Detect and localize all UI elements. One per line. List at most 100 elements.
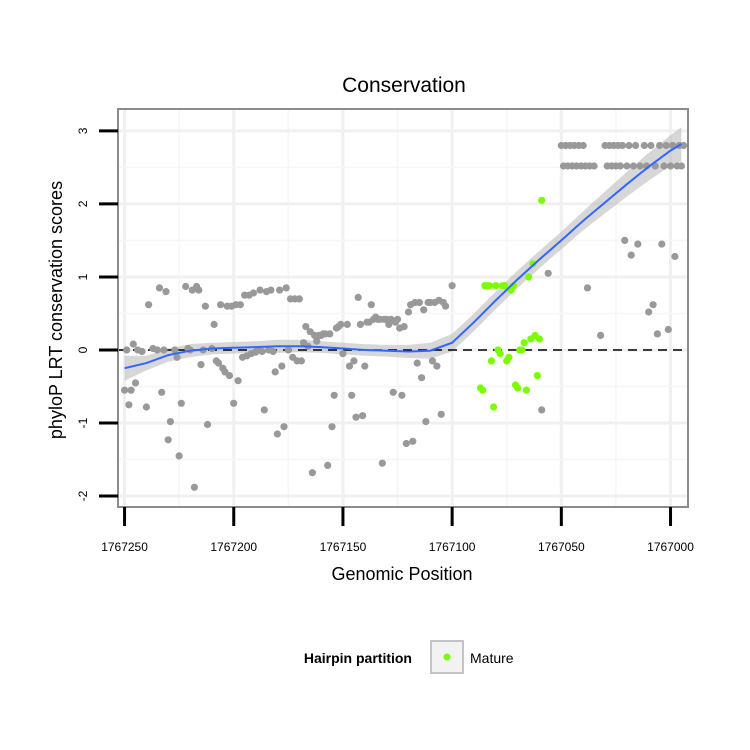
y-tick-label: 3 (76, 127, 90, 134)
other-point (230, 399, 238, 407)
other-point (623, 162, 631, 170)
other-point (153, 346, 161, 354)
other-point (367, 301, 375, 309)
x-tick-label: 1767250 (101, 540, 148, 554)
smooth-trend-line (124, 143, 682, 370)
mature-point (490, 403, 498, 411)
other-point (437, 410, 445, 418)
other-point (260, 406, 268, 414)
other-point (579, 141, 587, 150)
other-point (618, 141, 627, 150)
other-point (131, 379, 140, 387)
other-point (413, 359, 421, 367)
mature-point (479, 386, 487, 394)
other-point (308, 469, 316, 477)
x-axis-label: Genomic Position (331, 564, 472, 584)
mature-point (525, 273, 533, 281)
other-point (182, 282, 190, 291)
other-point (428, 357, 437, 365)
other-point (415, 298, 423, 307)
other-point (647, 141, 655, 150)
other-point (662, 141, 670, 150)
legend-key-box (430, 640, 464, 674)
other-point (273, 430, 281, 438)
other-point (195, 286, 203, 294)
other-point (653, 330, 662, 338)
y-axis-label: phyloP LRT conservation scores (46, 181, 66, 439)
other-point (597, 331, 605, 339)
other-point (258, 347, 266, 356)
mature-point (485, 282, 493, 290)
mature-point (518, 346, 526, 354)
other-point (234, 377, 242, 385)
other-point (422, 418, 430, 426)
other-point (256, 286, 264, 294)
mature-point (520, 339, 528, 347)
other-point (164, 436, 172, 444)
y-tick-label: 2 (76, 200, 90, 207)
other-point (214, 359, 223, 367)
grid-lines (118, 109, 688, 507)
other-point (544, 269, 552, 277)
mature-point (496, 350, 504, 358)
other-point (324, 461, 332, 469)
x-tick-label: 1767200 (210, 540, 257, 554)
other-point (337, 320, 345, 328)
other-point (345, 362, 354, 370)
plot-panel (118, 109, 688, 507)
other-point (418, 374, 426, 382)
other-point (171, 346, 179, 354)
legend-title: Hairpin partition (304, 650, 412, 666)
other-point (442, 302, 450, 310)
other-point (629, 162, 638, 170)
y-tick-label: -1 (76, 417, 90, 428)
other-point (538, 406, 546, 414)
other-point (175, 452, 183, 460)
other-point (236, 301, 244, 309)
other-point (173, 353, 181, 361)
other-point (645, 308, 653, 316)
mature-point (492, 282, 500, 290)
other-point (142, 403, 150, 411)
other-point (267, 286, 275, 294)
other-point (393, 315, 402, 323)
x-tick-label: 1767050 (538, 540, 585, 554)
other-point (398, 391, 406, 399)
other-point (129, 340, 137, 348)
other-point (656, 141, 664, 150)
mature-point (501, 282, 509, 290)
y-axis: -2 -1 0 1 2 3 (76, 127, 118, 501)
other-point (328, 423, 336, 431)
other-point (190, 483, 198, 491)
other-point (400, 323, 408, 331)
other-point (203, 420, 212, 429)
other-point (295, 295, 303, 303)
other-point (402, 439, 410, 448)
data-points (121, 141, 688, 491)
y-tick-label: 0 (76, 346, 90, 353)
other-point (125, 401, 133, 409)
y-tick-label: -2 (76, 490, 90, 501)
other-point (433, 362, 441, 370)
other-point (583, 284, 592, 292)
other-point (616, 162, 624, 170)
other-point (210, 320, 218, 328)
other-point (330, 391, 338, 399)
mature-point (514, 384, 522, 392)
other-point (677, 162, 686, 170)
other-point (162, 288, 170, 296)
other-point (269, 347, 277, 356)
other-point (339, 350, 347, 358)
other-point (680, 141, 688, 150)
mature-point (505, 353, 513, 361)
other-point (649, 301, 657, 309)
x-axis: 1767250 1767200 1767150 1767100 1767050 17670… (101, 507, 694, 554)
other-point (627, 251, 635, 259)
legend: Hairpin partition Mature (304, 640, 514, 674)
other-point (123, 346, 131, 354)
other-point (664, 325, 672, 334)
other-point (225, 372, 233, 380)
mature-point (538, 196, 546, 204)
other-point (352, 413, 360, 421)
y-tick-label: 1 (76, 273, 90, 280)
